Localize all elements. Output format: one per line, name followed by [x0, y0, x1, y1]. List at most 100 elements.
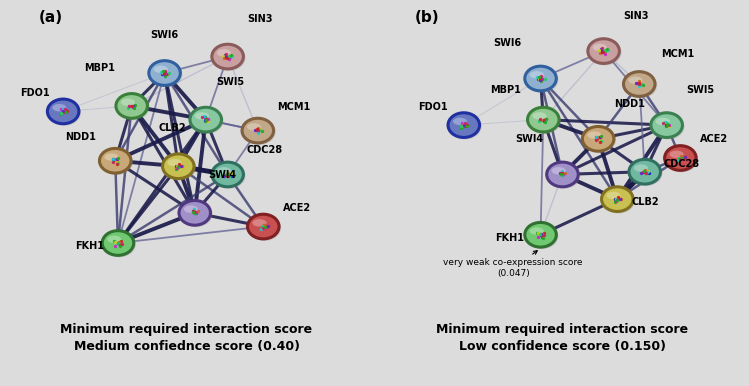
Ellipse shape [527, 107, 559, 132]
Ellipse shape [100, 149, 133, 175]
Ellipse shape [242, 118, 273, 143]
Text: Minimum required interaction score
Low confidence score (0.150): Minimum required interaction score Low c… [437, 323, 688, 354]
Text: SWI4: SWI4 [515, 134, 543, 144]
Text: CDC28: CDC28 [247, 146, 283, 156]
Ellipse shape [602, 188, 635, 213]
Ellipse shape [601, 187, 633, 212]
Ellipse shape [190, 107, 222, 132]
Text: very weak co-expression score
(0.047): very weak co-expression score (0.047) [443, 251, 583, 278]
Text: NDD1: NDD1 [65, 132, 96, 142]
Ellipse shape [525, 222, 557, 247]
Ellipse shape [670, 151, 684, 158]
Text: SIN3: SIN3 [623, 11, 649, 21]
Ellipse shape [533, 112, 547, 120]
Ellipse shape [168, 159, 181, 166]
Ellipse shape [154, 66, 168, 73]
Text: ACE2: ACE2 [282, 203, 311, 213]
Ellipse shape [448, 113, 479, 137]
Ellipse shape [52, 104, 67, 112]
Ellipse shape [547, 162, 578, 187]
Ellipse shape [588, 39, 619, 63]
Text: Minimum required interaction score
Medium confiednce score (0.40): Minimum required interaction score Mediu… [61, 323, 312, 354]
Text: MBP1: MBP1 [491, 85, 521, 95]
Ellipse shape [252, 219, 267, 227]
Ellipse shape [629, 159, 661, 184]
Ellipse shape [589, 39, 622, 65]
Ellipse shape [525, 66, 557, 91]
Text: SWI5: SWI5 [686, 85, 714, 95]
Ellipse shape [100, 148, 131, 173]
Ellipse shape [525, 223, 559, 249]
Text: (a): (a) [39, 10, 63, 25]
Ellipse shape [243, 119, 276, 145]
Ellipse shape [449, 113, 482, 139]
Ellipse shape [587, 131, 601, 139]
Text: FKH1: FKH1 [75, 241, 104, 251]
Text: SWI6: SWI6 [494, 39, 521, 49]
Text: CDC28: CDC28 [664, 159, 700, 169]
Ellipse shape [530, 71, 544, 78]
Ellipse shape [213, 163, 246, 189]
Ellipse shape [149, 61, 183, 87]
Text: FKH1: FKH1 [495, 233, 524, 243]
Ellipse shape [630, 160, 663, 186]
Ellipse shape [117, 94, 150, 120]
Text: CLB2: CLB2 [159, 124, 187, 134]
Ellipse shape [628, 76, 643, 84]
Ellipse shape [184, 205, 198, 213]
Ellipse shape [216, 49, 231, 57]
Ellipse shape [179, 200, 210, 225]
Text: SWI6: SWI6 [151, 30, 179, 40]
Ellipse shape [116, 93, 148, 118]
Ellipse shape [634, 164, 648, 172]
Text: NDD1: NDD1 [615, 99, 646, 109]
Ellipse shape [48, 100, 81, 126]
Ellipse shape [247, 123, 261, 130]
Ellipse shape [180, 201, 213, 227]
Ellipse shape [664, 146, 696, 170]
Ellipse shape [551, 167, 565, 174]
Text: CLB2: CLB2 [631, 198, 658, 208]
Text: SWI5: SWI5 [216, 77, 245, 87]
Text: MCM1: MCM1 [277, 102, 310, 112]
Ellipse shape [248, 215, 281, 241]
Ellipse shape [195, 112, 209, 120]
Ellipse shape [104, 153, 118, 161]
Ellipse shape [624, 73, 657, 98]
Text: ACE2: ACE2 [700, 134, 728, 144]
Ellipse shape [665, 146, 698, 172]
Ellipse shape [102, 231, 134, 255]
Ellipse shape [149, 61, 181, 85]
Ellipse shape [212, 44, 243, 69]
Ellipse shape [652, 113, 685, 139]
Ellipse shape [583, 127, 614, 151]
Ellipse shape [453, 118, 467, 125]
Ellipse shape [213, 45, 246, 71]
Text: MBP1: MBP1 [85, 63, 115, 73]
Ellipse shape [107, 235, 121, 243]
Ellipse shape [651, 113, 682, 137]
Ellipse shape [190, 108, 224, 134]
Text: FDO1: FDO1 [19, 88, 49, 98]
Text: FDO1: FDO1 [418, 102, 447, 112]
Ellipse shape [530, 227, 544, 235]
Ellipse shape [121, 98, 135, 106]
Ellipse shape [583, 127, 616, 153]
Ellipse shape [163, 155, 196, 181]
Ellipse shape [163, 154, 194, 179]
Ellipse shape [548, 163, 580, 189]
Ellipse shape [212, 162, 243, 187]
Ellipse shape [103, 232, 136, 257]
Text: MCM1: MCM1 [661, 49, 694, 59]
Ellipse shape [592, 44, 607, 51]
Ellipse shape [607, 192, 621, 199]
Ellipse shape [656, 118, 670, 125]
Ellipse shape [216, 167, 231, 174]
Text: SIN3: SIN3 [247, 14, 273, 24]
Text: (b): (b) [415, 10, 440, 25]
Ellipse shape [528, 108, 561, 134]
Ellipse shape [247, 214, 279, 239]
Ellipse shape [525, 67, 559, 93]
Ellipse shape [47, 99, 79, 124]
Ellipse shape [623, 72, 655, 96]
